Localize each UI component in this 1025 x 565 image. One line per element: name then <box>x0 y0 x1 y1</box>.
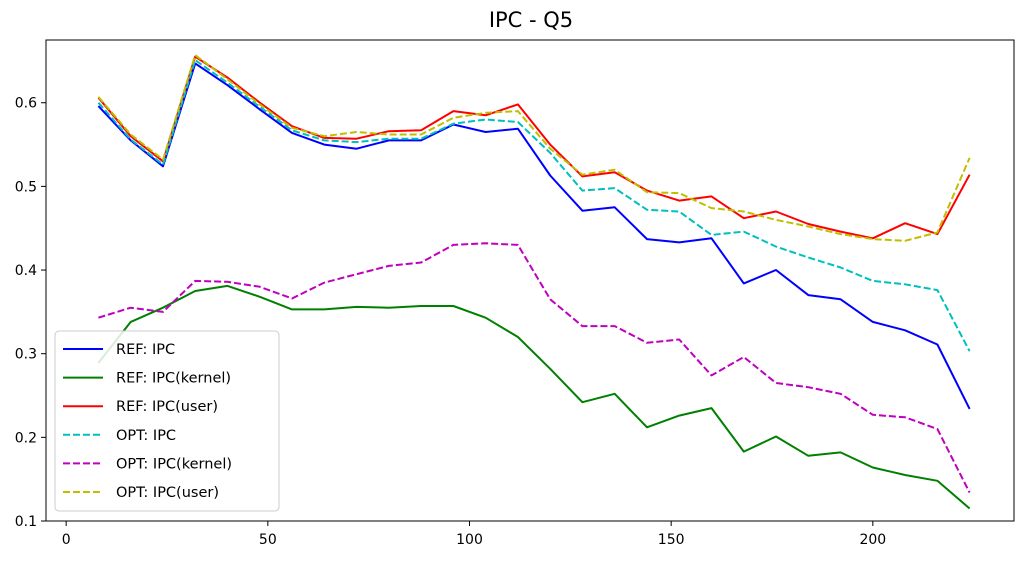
x-tick-label: 50 <box>259 532 277 548</box>
series-line-6 <box>97 54 971 242</box>
y-axis-ticks: 0.1 0.2 0.3 0.4 0.5 0.6 <box>15 96 46 530</box>
x-tick-label: 200 <box>859 532 886 548</box>
legend-label: OPT: IPC <box>116 428 176 444</box>
y-tick-label: 0.3 <box>15 347 37 363</box>
x-tick-label: 100 <box>456 532 483 548</box>
y-tick-label: 0.4 <box>15 263 37 279</box>
chart-title: IPC - Q5 <box>489 8 573 32</box>
y-tick-label: 0.1 <box>15 514 37 530</box>
plot-frame <box>45 39 1015 522</box>
legend-label: REF: IPC(user) <box>116 399 218 415</box>
series-line-1 <box>97 62 971 410</box>
series-line-4 <box>97 59 971 352</box>
legend-label: OPT: IPC(kernel) <box>116 456 232 472</box>
legend-label: REF: IPC <box>116 342 175 358</box>
series-lines <box>97 54 971 510</box>
legend-label: OPT: IPC(user) <box>116 485 219 501</box>
series-line-3 <box>97 55 971 240</box>
legend: REF: IPC REF: IPC(kernel) REF: IPC(user) OP… <box>54 330 280 512</box>
y-tick-label: 0.5 <box>15 179 37 195</box>
y-tick-label: 0.6 <box>15 96 37 112</box>
series-line-2 <box>97 284 971 510</box>
legend-box <box>54 330 280 512</box>
x-tick-label: 150 <box>658 532 685 548</box>
x-tick-label: 0 <box>62 532 71 548</box>
y-tick-label: 0.2 <box>15 430 37 446</box>
legend-label: REF: IPC(kernel) <box>116 371 231 387</box>
x-axis-ticks: 0 50 100 150 200 <box>62 521 886 548</box>
